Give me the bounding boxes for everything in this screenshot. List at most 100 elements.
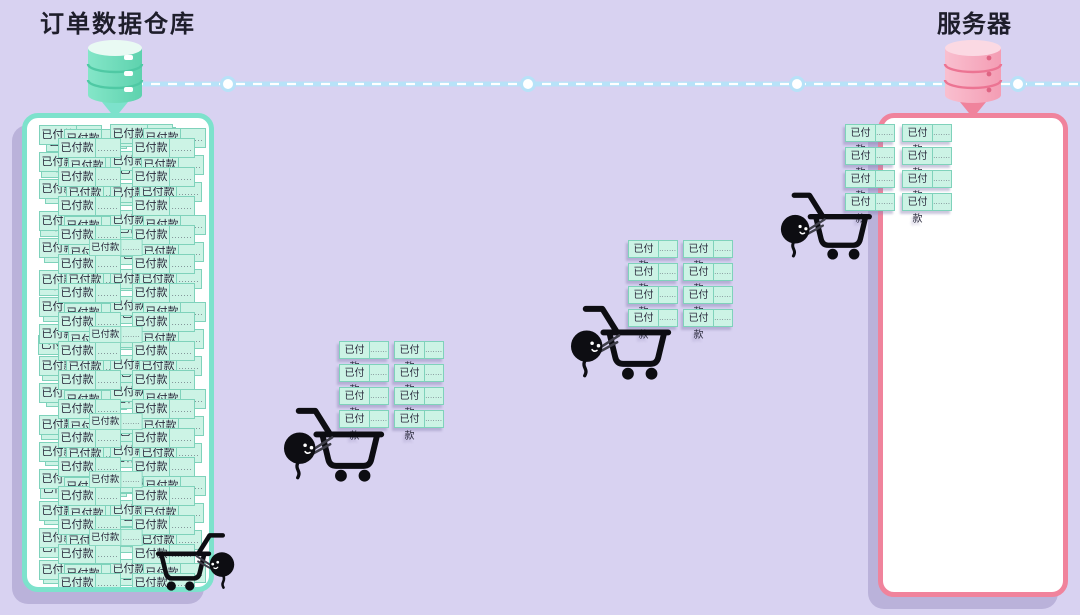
card-dots: ....... (424, 364, 444, 382)
order-card: 已付款....... (58, 370, 121, 390)
order-card: 已付款....... (89, 239, 143, 256)
order-card: 已付款....... (132, 486, 195, 506)
cart-wheel (645, 367, 658, 380)
card-label: 已付款 (58, 196, 96, 216)
courier-leg (582, 359, 588, 378)
card-label: 已付款 (58, 312, 96, 332)
card-dots: ....... (95, 573, 121, 587)
card-label: 已付款 (845, 147, 876, 179)
courier-mouth (591, 348, 598, 353)
order-card: 已付款....... (628, 309, 678, 341)
order-card: 已付款....... (58, 457, 121, 477)
warehouse-title: 订单数据仓库 (40, 11, 196, 38)
order-card: 已付款....... (902, 193, 952, 225)
courier-leg (295, 461, 301, 480)
card-dots: ....... (169, 254, 195, 274)
cart-wheel (166, 581, 176, 591)
card-dots: ....... (120, 413, 143, 430)
card-label: 已付款 (58, 254, 96, 274)
card-dots: ....... (932, 124, 952, 142)
connection-node (789, 76, 805, 92)
courier-eye (309, 445, 314, 450)
card-label: 已付款 (132, 428, 170, 448)
card-label: 已付款 (394, 410, 425, 442)
order-card: 已付款....... (132, 399, 195, 419)
card-dots: ....... (95, 196, 121, 216)
card-dots: ....... (120, 529, 143, 546)
order-card: 已付款....... (394, 387, 444, 419)
order-card: 已付款....... (58, 428, 121, 448)
card-label: 已付款 (339, 387, 370, 419)
cart-courier-mid-right (570, 302, 680, 383)
cart-character-icon (155, 533, 235, 591)
order-card: 已付款....... (58, 254, 121, 274)
warehouse-cards: 已付款.......已付款.......已付款.......已付款.......… (27, 118, 209, 587)
cart-handle (295, 407, 334, 438)
card-dots: ....... (713, 240, 733, 258)
card-label: 已付款 (58, 283, 96, 303)
order-card: 已付款....... (845, 124, 895, 156)
card-label: 已付款 (132, 283, 170, 303)
order-card: 已付款....... (89, 413, 143, 430)
card-label: 已付款 (132, 138, 170, 158)
order-card: 已付款....... (58, 573, 121, 587)
card-label: 已付款 (339, 364, 370, 396)
card-dots: ....... (120, 326, 143, 343)
order-card: 已付款....... (339, 387, 389, 419)
cart-handle (195, 533, 226, 557)
courier-head (570, 330, 603, 362)
courier-eye (303, 443, 307, 448)
card-label: 已付款 (58, 486, 96, 506)
card-label: 已付款 (58, 515, 96, 535)
order-card: 已付款....... (89, 326, 143, 343)
courier-leg (791, 241, 797, 258)
card-label: 已付款 (902, 124, 933, 156)
card-dots: ....... (932, 170, 952, 188)
card-label: 已付款 (339, 341, 370, 373)
card-dots: ....... (424, 387, 444, 405)
order-card: 已付款....... (132, 341, 195, 361)
order-card: 已付款....... (339, 364, 389, 396)
cart-courier-at-warehouse (149, 530, 235, 593)
card-label: 已付款 (58, 341, 96, 361)
order-card: 已付款....... (132, 428, 195, 448)
transfer-batch-1: 已付款.......已付款.......已付款.......已付款.......… (339, 341, 499, 451)
cart-wheel (622, 367, 634, 380)
card-label: 已付款 (89, 529, 122, 546)
card-dots: ....... (169, 283, 195, 303)
cart-basket (813, 213, 869, 248)
order-card: 已付款....... (132, 283, 195, 303)
card-label: 已付款 (132, 370, 170, 390)
order-card: 已付款....... (89, 529, 143, 546)
card-dots: ....... (713, 263, 733, 281)
card-label: 已付款 (132, 167, 170, 187)
order-card: 已付款....... (845, 147, 895, 179)
card-dots: ....... (169, 167, 195, 187)
order-card: 已付款....... (902, 147, 952, 179)
card-dots: ....... (932, 147, 952, 165)
card-dots: ....... (169, 515, 195, 535)
cart-wheel (185, 581, 195, 591)
order-card: 已付款....... (394, 364, 444, 396)
order-card: 已付款....... (628, 240, 678, 272)
card-label: 已付款 (902, 147, 933, 179)
card-dots: ....... (95, 167, 121, 187)
card-label: 已付款 (902, 193, 933, 225)
card-label: 已付款 (683, 309, 714, 341)
order-card: 已付款....... (89, 471, 143, 488)
card-label: 已付款 (58, 167, 96, 187)
order-card: 已付款....... (339, 341, 389, 373)
courier-eye (216, 560, 220, 564)
card-dots: ....... (169, 370, 195, 390)
courier-eye (596, 343, 601, 348)
card-label: 已付款 (628, 263, 659, 295)
card-dots: ....... (169, 399, 195, 419)
courier-mouth (213, 566, 219, 570)
card-dots: ....... (424, 341, 444, 359)
card-dots: ....... (95, 138, 121, 158)
card-dots: ....... (169, 341, 195, 361)
card-label: 已付款 (683, 263, 714, 295)
card-label: 已付款 (58, 544, 96, 564)
card-label: 已付款 (132, 254, 170, 274)
